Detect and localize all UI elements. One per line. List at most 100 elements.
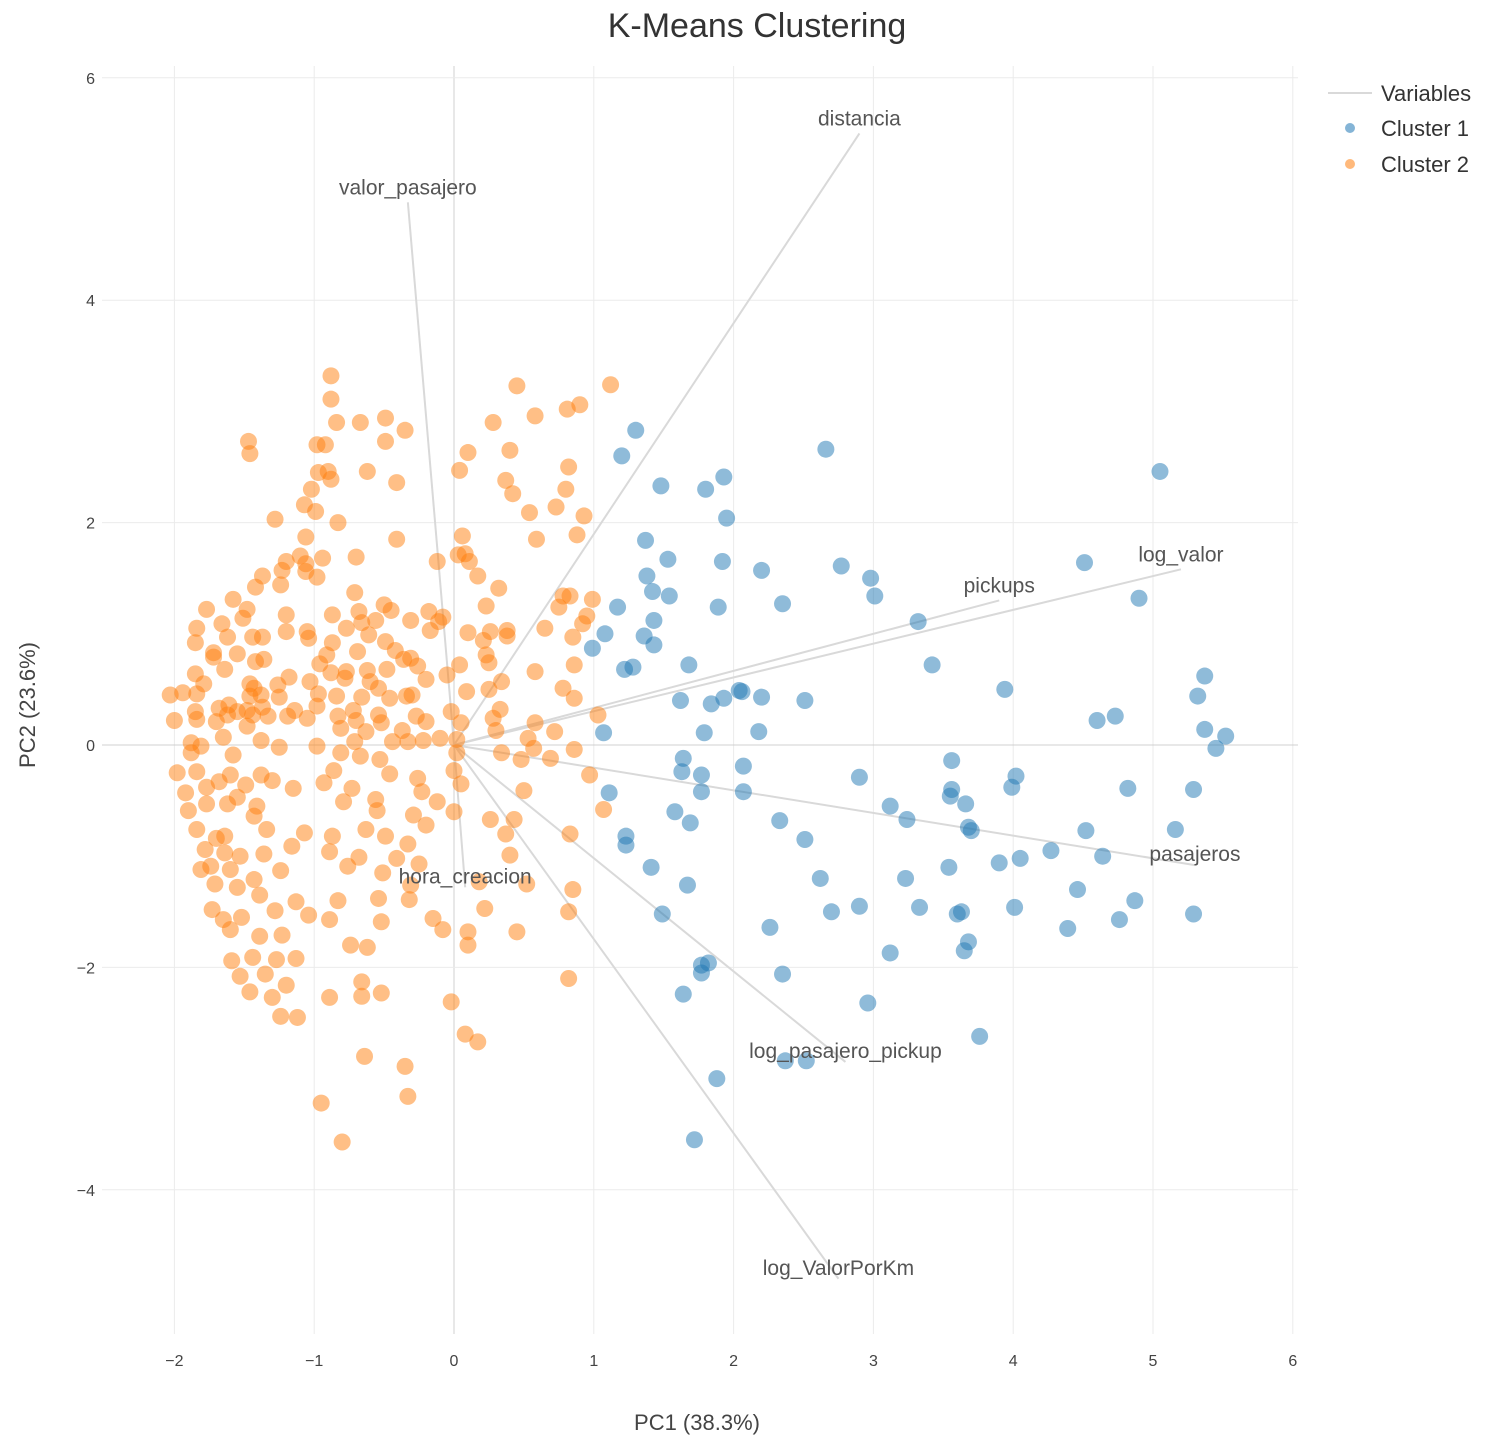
point-cluster-1[interactable] <box>1088 712 1106 730</box>
point-cluster-2[interactable] <box>558 400 576 418</box>
point-cluster-1[interactable] <box>761 918 779 936</box>
legend-cluster2-swatch[interactable] <box>1345 159 1355 169</box>
point-cluster-2[interactable] <box>395 650 413 668</box>
point-cluster-2[interactable] <box>241 983 259 1001</box>
point-cluster-2[interactable] <box>451 656 469 674</box>
point-cluster-1[interactable] <box>671 692 689 710</box>
point-cluster-1[interactable] <box>652 477 670 495</box>
point-cluster-2[interactable] <box>536 619 554 637</box>
point-cluster-2[interactable] <box>270 688 288 706</box>
point-cluster-2[interactable] <box>321 843 339 861</box>
point-cluster-2[interactable] <box>376 409 394 427</box>
point-cluster-2[interactable] <box>251 927 269 945</box>
point-cluster-2[interactable] <box>300 629 318 647</box>
point-cluster-2[interactable] <box>288 1008 306 1026</box>
point-cluster-2[interactable] <box>374 864 392 882</box>
point-cluster-1[interactable] <box>911 898 929 916</box>
point-cluster-1[interactable] <box>685 1131 703 1149</box>
point-cluster-2[interactable] <box>487 722 505 740</box>
point-cluster-2[interactable] <box>231 847 249 865</box>
point-cluster-2[interactable] <box>325 762 343 780</box>
point-cluster-2[interactable] <box>368 802 386 820</box>
point-cluster-2[interactable] <box>388 530 406 548</box>
point-cluster-2[interactable] <box>165 712 183 730</box>
point-cluster-2[interactable] <box>216 844 234 862</box>
point-cluster-2[interactable] <box>252 732 270 750</box>
point-cluster-1[interactable] <box>866 587 884 605</box>
point-cluster-2[interactable] <box>376 432 394 450</box>
point-cluster-1[interactable] <box>1042 842 1060 860</box>
point-cluster-2[interactable] <box>188 710 206 728</box>
legend-cluster1-swatch[interactable] <box>1345 123 1355 133</box>
point-cluster-2[interactable] <box>202 857 220 875</box>
point-cluster-2[interactable] <box>560 970 578 988</box>
point-cluster-2[interactable] <box>490 579 508 597</box>
point-cluster-2[interactable] <box>323 827 341 845</box>
point-cluster-2[interactable] <box>409 769 427 787</box>
point-cluster-2[interactable] <box>329 892 347 910</box>
point-cluster-1[interactable] <box>674 749 692 767</box>
point-cluster-2[interactable] <box>233 908 251 926</box>
point-cluster-2[interactable] <box>430 613 448 631</box>
point-cluster-2[interactable] <box>357 821 375 839</box>
point-cluster-2[interactable] <box>238 600 256 618</box>
point-cluster-2[interactable] <box>399 733 417 751</box>
point-cluster-2[interactable] <box>238 717 256 735</box>
point-cluster-2[interactable] <box>428 793 446 811</box>
point-cluster-2[interactable] <box>353 987 371 1005</box>
point-cluster-2[interactable] <box>179 802 197 820</box>
point-cluster-1[interactable] <box>948 905 966 923</box>
point-cluster-2[interactable] <box>520 504 538 522</box>
point-cluster-1[interactable] <box>774 595 792 613</box>
point-cluster-2[interactable] <box>333 1133 351 1151</box>
point-cluster-2[interactable] <box>469 567 487 585</box>
point-cluster-2[interactable] <box>357 723 375 741</box>
point-cluster-2[interactable] <box>207 713 225 731</box>
point-cluster-1[interactable] <box>811 869 829 887</box>
point-cluster-2[interactable] <box>498 621 516 639</box>
point-cluster-2[interactable] <box>413 783 431 801</box>
point-cluster-2[interactable] <box>351 414 369 432</box>
point-cluster-2[interactable] <box>216 827 234 845</box>
point-cluster-1[interactable] <box>1106 707 1124 725</box>
point-cluster-1[interactable] <box>1110 911 1128 929</box>
point-cluster-2[interactable] <box>501 441 519 459</box>
point-cluster-2[interactable] <box>308 697 326 715</box>
point-cluster-2[interactable] <box>302 480 320 498</box>
point-cluster-1[interactable] <box>695 724 713 742</box>
point-cluster-2[interactable] <box>188 763 206 781</box>
point-cluster-2[interactable] <box>295 824 313 842</box>
point-cluster-2[interactable] <box>188 685 206 703</box>
point-cluster-2[interactable] <box>456 1025 474 1043</box>
point-cluster-1[interactable] <box>709 598 727 616</box>
point-cluster-2[interactable] <box>277 623 295 641</box>
point-cluster-2[interactable] <box>351 747 369 765</box>
point-cluster-1[interactable] <box>660 587 678 605</box>
point-cluster-2[interactable] <box>442 993 460 1011</box>
point-cluster-2[interactable] <box>332 719 350 737</box>
point-cluster-2[interactable] <box>312 1094 330 1112</box>
point-cluster-1[interactable] <box>583 639 601 657</box>
point-cluster-1[interactable] <box>673 763 691 781</box>
point-cluster-2[interactable] <box>459 923 477 941</box>
point-cluster-2[interactable] <box>337 619 355 637</box>
point-cluster-2[interactable] <box>526 663 544 681</box>
point-cluster-1[interactable] <box>971 1027 989 1045</box>
point-cluster-2[interactable] <box>382 601 400 619</box>
point-cluster-1[interactable] <box>697 480 715 498</box>
point-cluster-2[interactable] <box>396 1057 414 1075</box>
point-cluster-2[interactable] <box>378 660 396 678</box>
point-cluster-1[interactable] <box>832 557 850 575</box>
point-cluster-1[interactable] <box>753 561 771 579</box>
point-cluster-1[interactable] <box>850 897 868 915</box>
point-cluster-2[interactable] <box>198 600 216 618</box>
point-cluster-1[interactable] <box>642 858 660 876</box>
point-cluster-2[interactable] <box>367 611 385 629</box>
point-cluster-2[interactable] <box>322 390 340 408</box>
point-cluster-1[interactable] <box>923 656 941 674</box>
point-cluster-1[interactable] <box>1069 881 1087 899</box>
point-cluster-1[interactable] <box>897 869 915 887</box>
point-cluster-1[interactable] <box>1189 687 1207 705</box>
point-cluster-2[interactable] <box>554 679 572 697</box>
point-cluster-2[interactable] <box>381 689 399 707</box>
